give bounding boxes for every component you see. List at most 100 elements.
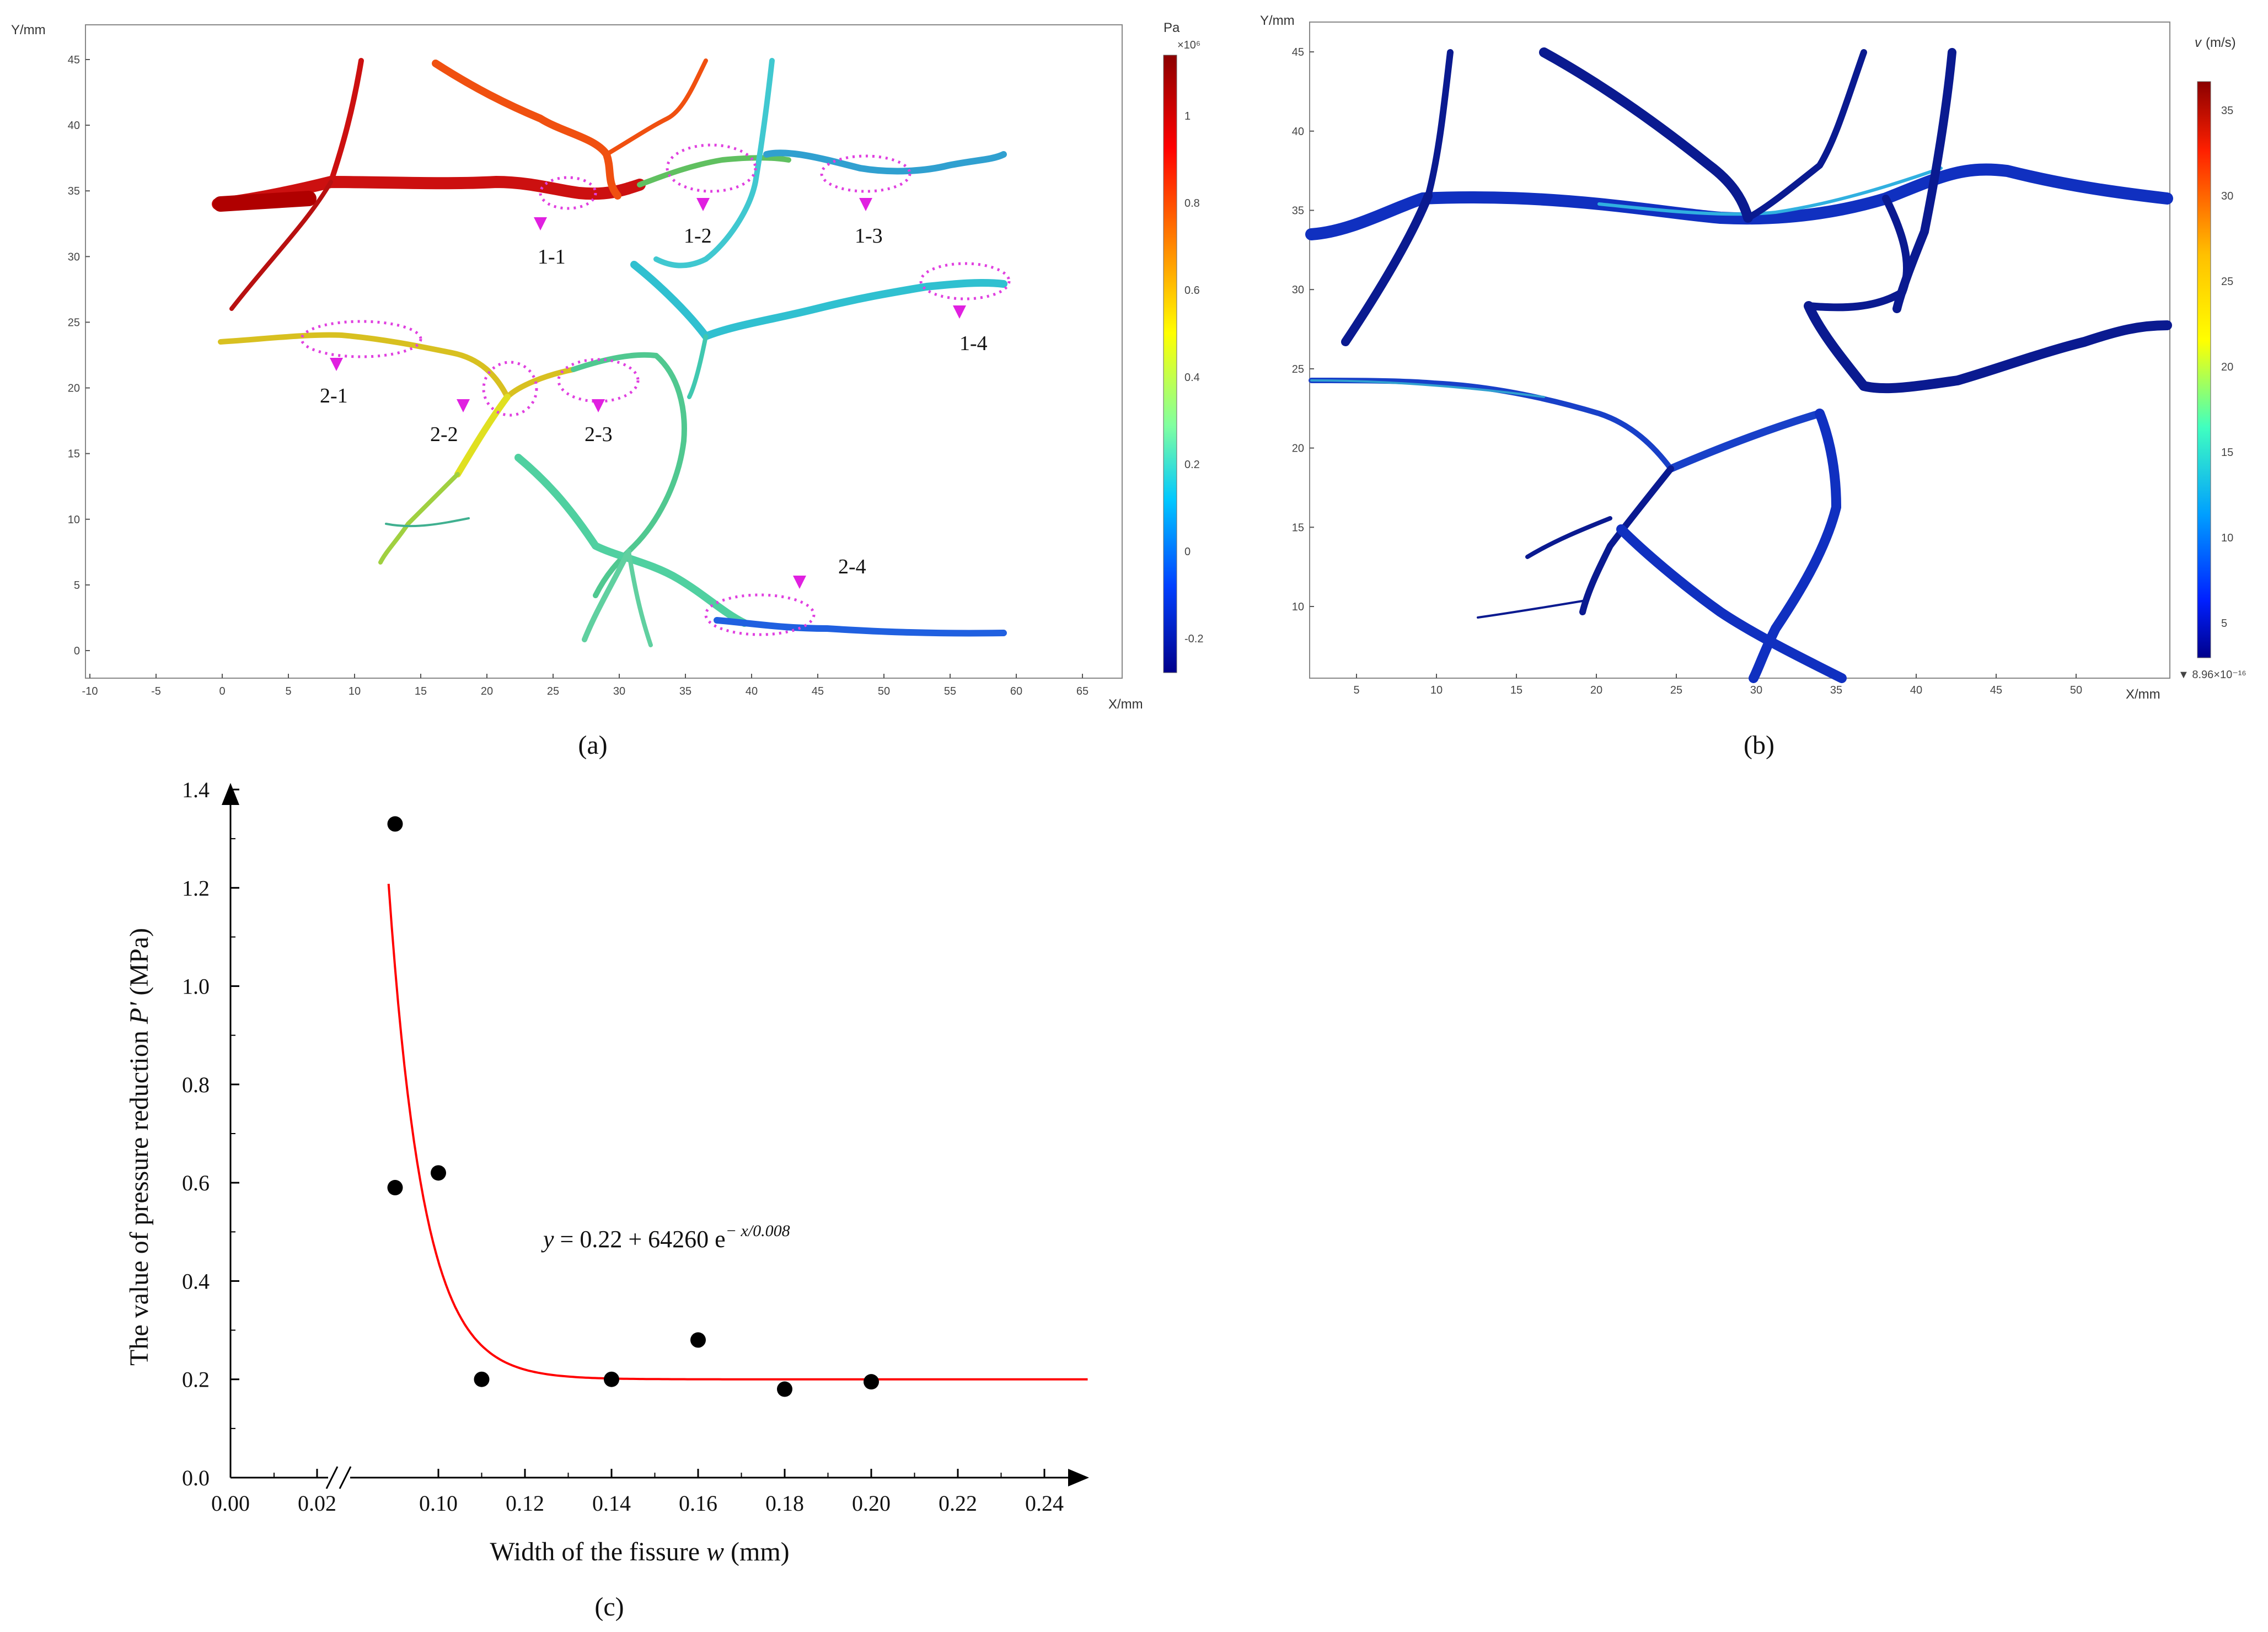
panel-b-y-tick-label: 20 bbox=[1292, 443, 1304, 455]
panel-c-y-tick-label: 0.2 bbox=[182, 1367, 210, 1392]
panel-b-y-tick-label: 45 bbox=[1292, 46, 1304, 58]
panel-a-x-tick-label: 5 bbox=[285, 685, 291, 697]
panel-a-marker-label: 2-3 bbox=[585, 423, 613, 446]
panel-a-colorbar-tick-label: 0.4 bbox=[1184, 372, 1200, 384]
panel-b-x-tick-label: 10 bbox=[1430, 684, 1443, 696]
panel-a-marker-label: 1-3 bbox=[855, 224, 883, 248]
panel-c-y-tick-label: 0.0 bbox=[182, 1465, 210, 1490]
panel-b: Y/mm X/mm 5 10 15 20 25 30 35 40 45 50 10 15 20 25 30… bbox=[1260, 13, 2246, 702]
panel-a-colorbar-tick-label: 0 bbox=[1184, 546, 1191, 558]
panel-c-equation: y = 0.22 + 64260 e− x/0.008 bbox=[541, 1222, 790, 1253]
panel-a-colorbar-tick-label: 0.6 bbox=[1184, 284, 1200, 297]
panel-c-xlabel-suffix: (mm) bbox=[724, 1537, 790, 1566]
panel-b-y-tick-label: 35 bbox=[1292, 205, 1304, 217]
panel-a: Y/mm X/mm -10 -5 0 5 10 15 20 25 30 35 40 45 50 55 60 6… bbox=[11, 20, 1203, 712]
panel-a-x-tick-label: 20 bbox=[481, 685, 493, 697]
panel-c-x-ticks: 0.00 0.02 0.10 0.12 0.14 0.16 0.18 0.20 0.22 0.24 bbox=[211, 1469, 1064, 1516]
panel-a-colorbar-unit: Pa bbox=[1164, 20, 1180, 35]
panel-c-axis-break bbox=[325, 1466, 352, 1489]
panel-a-x-tick-label: -10 bbox=[82, 685, 98, 697]
panel-a-marker-ellipse bbox=[482, 361, 538, 417]
panel-a-marker-arrow bbox=[534, 217, 547, 230]
panel-c-equation-body: = 0.22 + 64260 e bbox=[554, 1226, 726, 1253]
panel-b-colorbar-tick-label: 25 bbox=[2221, 276, 2233, 288]
panel-c-points bbox=[387, 816, 879, 1397]
panel-a-marker-ellipse bbox=[666, 143, 757, 193]
panel-a-y-tick-label: 40 bbox=[68, 120, 80, 132]
panel-a-colorbar-tick-label: 1 bbox=[1184, 110, 1191, 122]
panel-b-ylabel: Y/mm bbox=[1260, 13, 1295, 28]
panel-b-y-ticks: 10 15 20 25 30 35 40 45 bbox=[1292, 46, 1314, 613]
panel-b-xlabel: X/mm bbox=[2126, 687, 2160, 702]
panel-a-y-tick-label: 15 bbox=[68, 448, 80, 460]
panel-a-y-tick-label: 45 bbox=[68, 54, 80, 66]
panel-a-marker-label: 1-1 bbox=[538, 245, 566, 269]
panel-a-colorbar-gradient bbox=[1163, 55, 1177, 673]
panel-a-marker-ellipse bbox=[704, 593, 816, 636]
panel-a-y-tick-label: 5 bbox=[74, 579, 80, 592]
panel-b-colorbar-tick-label: 15 bbox=[2221, 447, 2233, 459]
panel-c-x-tick-label: 0.22 bbox=[939, 1491, 977, 1516]
panel-a-colorbar-tick-label: 0.8 bbox=[1184, 197, 1200, 210]
panel-c-data-point bbox=[387, 816, 403, 832]
panel-a-marker-ellipse bbox=[919, 262, 1011, 300]
panel-a-x-tick-label: 30 bbox=[613, 685, 625, 697]
panel-a-x-tick-label: 35 bbox=[679, 685, 691, 697]
panel-a-marker-label: 1-2 bbox=[684, 224, 712, 248]
panel-c-y-tick-label: 1.0 bbox=[182, 974, 210, 999]
panel-a-x-tick-label: 15 bbox=[415, 685, 427, 697]
panel-a-ylabel: Y/mm bbox=[11, 23, 46, 37]
panel-c-x-tick-label: 0.18 bbox=[765, 1491, 804, 1516]
panel-b-x-tick-label: 30 bbox=[1750, 684, 1762, 696]
panel-c-data-point bbox=[690, 1332, 706, 1348]
panel-b-y-tick-label: 40 bbox=[1292, 126, 1304, 138]
panel-b-colorbar-min: ▼ 8.96×10⁻¹⁶ bbox=[2178, 669, 2246, 681]
panel-a-colorbar: Pa ×10⁶ 1 0.8 0.6 0.4 0.2 0 -0.2 bbox=[1163, 20, 1203, 673]
panel-b-x-tick-label: 45 bbox=[1990, 684, 2002, 696]
panel-a-y-tick-label: 20 bbox=[68, 383, 80, 395]
panel-c-x-tick-label: 0.10 bbox=[419, 1491, 458, 1516]
panel-c-y-ticks: 0.0 0.2 0.4 0.6 0.8 1.0 1.2 1.4 bbox=[182, 777, 239, 1490]
panel-a-marker-label: 2-4 bbox=[838, 555, 866, 578]
panel-c-ylabel-prefix: The value of pressure reduction bbox=[125, 1024, 154, 1366]
panel-a-x-ticks: -10 -5 0 5 10 15 20 25 30 35 40 45 50 55 60 65 bbox=[82, 674, 1089, 697]
panel-b-colorbar-tick-label: 10 bbox=[2221, 532, 2233, 544]
panel-b-colorbar-tick-label: 5 bbox=[2221, 618, 2227, 630]
panel-a-marker-ellipse bbox=[300, 320, 422, 358]
panel-a-marker-label: 1-4 bbox=[959, 332, 988, 355]
panel-a-marker-arrow bbox=[793, 576, 806, 589]
panel-a-x-tick-label: 60 bbox=[1010, 685, 1022, 697]
panel-a-y-tick-label: 0 bbox=[74, 645, 80, 657]
panel-b-plot-frame bbox=[1309, 22, 2170, 679]
panel-a-x-tick-label: -5 bbox=[151, 685, 161, 697]
panel-c-y-tick-label: 0.4 bbox=[182, 1269, 210, 1293]
panel-a-x-tick-label: 40 bbox=[746, 685, 758, 697]
panel-a-y-tick-label: 10 bbox=[68, 514, 80, 526]
panel-a-colorbar-ticks: 1 0.8 0.6 0.4 0.2 0 -0.2 bbox=[1184, 110, 1203, 645]
panel-b-x-tick-label: 25 bbox=[1670, 684, 1682, 696]
panel-b-fracture-network bbox=[1305, 47, 2173, 683]
panel-c-x-tick-label: 0.02 bbox=[298, 1491, 336, 1516]
panel-a-marker-arrow bbox=[592, 399, 605, 412]
panel-b-colorbar: v (m/s) 35 30 25 20 15 10 5 ▼ 8.96×10⁻¹⁶ bbox=[2178, 35, 2246, 681]
panel-c-xlabel-prefix: Width of the fissure bbox=[490, 1537, 706, 1566]
panel-b-colorbar-tick-label: 35 bbox=[2221, 105, 2233, 117]
panel-c-data-point bbox=[474, 1371, 490, 1387]
panel-c-x-tick-label: 0.12 bbox=[506, 1491, 544, 1516]
panel-c-y-arrow bbox=[222, 783, 239, 805]
panel-a-y-tick-label: 35 bbox=[68, 185, 80, 197]
panel-b-y-tick-label: 25 bbox=[1292, 363, 1304, 375]
panel-a-marker-label: 2-1 bbox=[320, 384, 348, 407]
panel-c-data-point bbox=[864, 1374, 879, 1390]
panel-a-fracture-network bbox=[212, 58, 1007, 647]
panel-b-x-tick-label: 35 bbox=[1830, 684, 1842, 696]
panel-b-colorbar-gradient bbox=[2197, 81, 2211, 658]
panel-b-colorbar-unit: v (m/s) bbox=[2195, 35, 2236, 50]
panel-a-marker-arrow bbox=[330, 358, 343, 371]
panel-c-ylabel: The value of pressure reduction P' (MPa) bbox=[125, 928, 154, 1366]
panel-c-data-point bbox=[604, 1371, 619, 1387]
panel-b-y-tick-label: 30 bbox=[1292, 284, 1304, 296]
panel-a-x-tick-label: 50 bbox=[878, 685, 890, 697]
panel-c-ylabel-var: P' bbox=[125, 1002, 154, 1024]
panel-c-data-point bbox=[777, 1381, 792, 1397]
